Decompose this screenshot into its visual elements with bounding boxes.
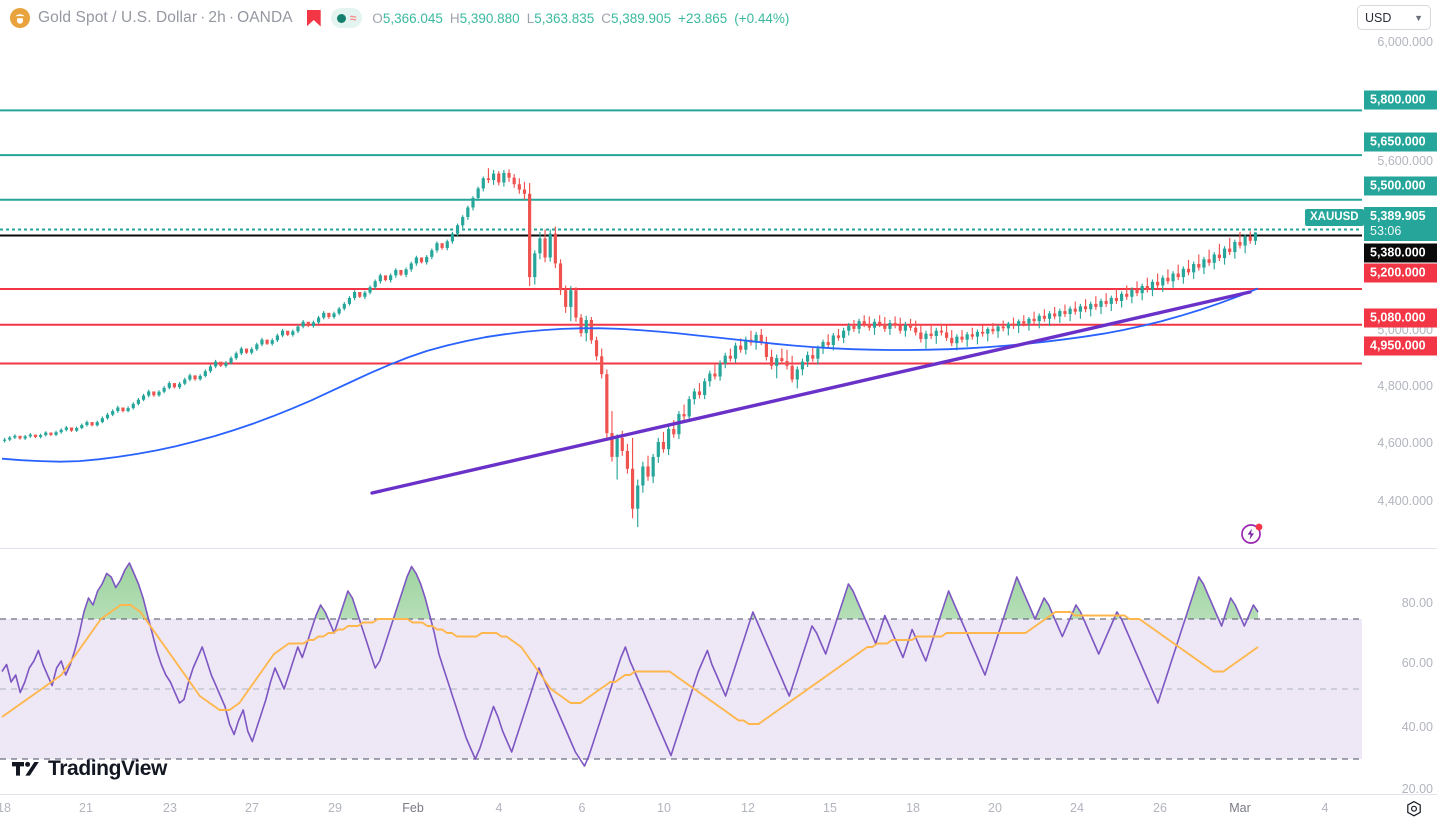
- moving-average-line[interactable]: [1, 287, 1259, 463]
- time-axis-tick: 27: [245, 801, 259, 815]
- currency-select[interactable]: USD ▼: [1357, 5, 1431, 30]
- rsi-chart-canvas: [0, 562, 1362, 767]
- time-axis[interactable]: 18 21 23 27 29 Feb 4 6 10 12 15 18 20 24 26 Mar 4: [0, 794, 1437, 821]
- time-axis-tick: 21: [79, 801, 93, 815]
- time-axis-tick: 20: [988, 801, 1002, 815]
- rsi-indicator-pane[interactable]: [0, 549, 1362, 794]
- time-axis-tick: 12: [741, 801, 755, 815]
- price-level-badge[interactable]: 4,950.000: [1364, 336, 1437, 356]
- symbol-price-tag: XAUUSD: [1305, 209, 1364, 226]
- pane-divider[interactable]: [0, 548, 1437, 549]
- rsi-line[interactable]: [1, 562, 1259, 767]
- time-axis-tick: 6: [578, 801, 586, 815]
- low-label: L: [526, 10, 535, 26]
- high-label: H: [449, 10, 460, 26]
- rsi-moving-average-line[interactable]: [1, 604, 1259, 725]
- open-value: 5,366.045: [382, 10, 443, 26]
- time-axis-tick: 29: [328, 801, 342, 815]
- rsi-axis-tick: 60.00: [1401, 656, 1433, 670]
- close-label: C: [601, 10, 612, 26]
- price-axis-tick: 4,800.000: [1377, 379, 1433, 393]
- ohlc-values: O5,366.045 H5,390.880 L5,363.835 C5,389.905…: [372, 11, 789, 26]
- tradingview-watermark: TradingView: [12, 757, 167, 781]
- time-axis-tick: 26: [1153, 801, 1167, 815]
- time-axis-tick: 15: [823, 801, 837, 815]
- title-separator-1: ·: [200, 9, 206, 26]
- price-level-badge[interactable]: 5,800.000: [1364, 90, 1437, 110]
- trend-line[interactable]: [370, 290, 1252, 495]
- time-axis-tick: 18: [906, 801, 920, 815]
- time-axis-tick: Mar: [1229, 801, 1251, 815]
- approx-wave-icon: ≈: [349, 11, 357, 25]
- rsi-axis-tick: 80.00: [1401, 596, 1433, 610]
- price-axis[interactable]: 6,000.000 5,600.000 5,000.000 4,800.000 4,60…: [1362, 35, 1437, 796]
- current-price-badge[interactable]: 5,389.905 53:06: [1364, 207, 1437, 241]
- price-axis-tick: 6,000.000: [1377, 35, 1433, 49]
- time-axis-tick: 23: [163, 801, 177, 815]
- price-level-badge[interactable]: 5,380.000: [1364, 243, 1437, 263]
- tradingview-watermark-text: TradingView: [48, 757, 167, 780]
- currency-select-value: USD: [1365, 10, 1392, 25]
- chart-interval[interactable]: 2h: [208, 9, 226, 26]
- red-flag-icon: [306, 9, 321, 27]
- exchange-name: OANDA: [237, 9, 293, 26]
- bar-countdown: 53:06: [1370, 224, 1402, 238]
- low-value: 5,363.835: [534, 10, 595, 26]
- time-axis-tick: 18: [0, 801, 11, 815]
- title-separator-2: ·: [228, 9, 235, 26]
- current-price-value: 5,389.905: [1370, 209, 1426, 223]
- change-percent: (+0.44%): [734, 10, 790, 26]
- candlestick-series: [2, 168, 1258, 528]
- price-level-badge[interactable]: 5,500.000: [1364, 176, 1437, 196]
- time-axis-tick: 4: [495, 801, 503, 815]
- time-axis-tick: 10: [657, 801, 671, 815]
- time-axis-tick: 4: [1321, 801, 1329, 815]
- price-axis-tick: 4,600.000: [1377, 436, 1433, 450]
- rsi-axis-tick: 20.00: [1401, 782, 1433, 796]
- high-value: 5,390.880: [459, 10, 520, 26]
- time-axis-tick: Feb: [402, 801, 424, 815]
- tradingview-logo-icon: [12, 761, 39, 776]
- price-level-badge[interactable]: 5,080.000: [1364, 308, 1437, 328]
- open-label: O: [372, 10, 383, 26]
- chevron-down-icon: ▼: [1414, 12, 1423, 23]
- price-axis-tick: 5,600.000: [1377, 154, 1433, 168]
- price-level-badge[interactable]: 5,200.000: [1364, 263, 1437, 283]
- price-axis-tick: 4,400.000: [1377, 494, 1433, 508]
- price-level-badge[interactable]: 5,650.000: [1364, 132, 1437, 152]
- close-value: 5,389.905: [611, 10, 672, 26]
- change-value: +23.865: [678, 10, 728, 26]
- symbol-title[interactable]: Gold Spot / U.S. Dollar · 2h · OANDA: [38, 9, 293, 27]
- symbol-name: Gold Spot / U.S. Dollar: [38, 9, 198, 26]
- price-chart-canvas: [0, 109, 1362, 528]
- lightning-alert-icon[interactable]: [1240, 521, 1264, 545]
- market-open-dot-icon: [336, 13, 346, 23]
- gold-bull-circle-icon: [10, 8, 30, 28]
- rsi-axis-tick: 40.00: [1401, 720, 1433, 734]
- time-axis-tick: 24: [1070, 801, 1084, 815]
- price-chart-pane[interactable]: [0, 36, 1362, 548]
- market-status-pill[interactable]: ≈: [330, 8, 363, 28]
- chart-settings-icon[interactable]: [1405, 800, 1423, 818]
- chart-header: Gold Spot / U.S. Dollar · 2h · OANDA ≈ O5,36…: [0, 0, 1437, 36]
